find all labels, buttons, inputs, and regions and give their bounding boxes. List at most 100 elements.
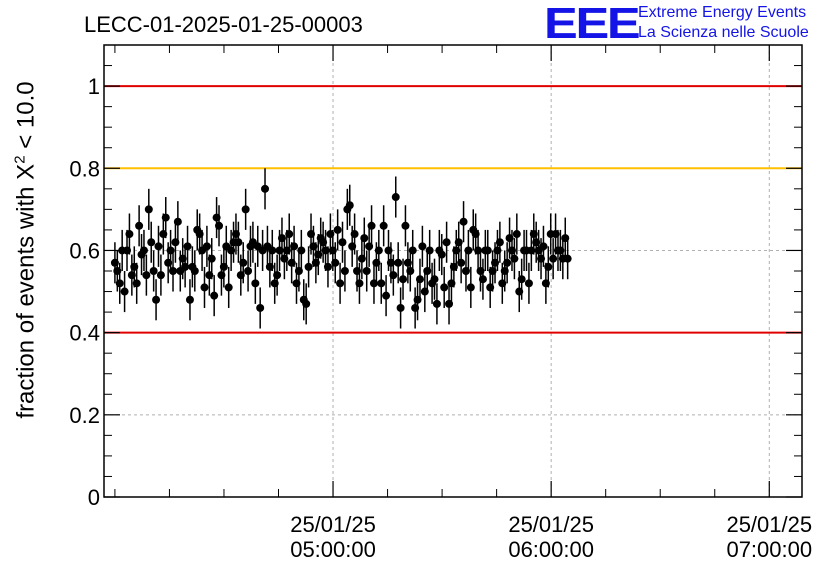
y-axis-label-superscript: 2 (11, 155, 29, 164)
data-point (483, 246, 492, 255)
logo-caption-line2: La Scienza nelle Scuole (638, 24, 809, 41)
data-point (442, 238, 451, 247)
data-point (273, 271, 282, 280)
y-tick-labels: 0 0.2 0.4 0.6 0.8 1 (69, 74, 100, 510)
data-point (142, 271, 151, 280)
data-point (360, 234, 369, 243)
y-axis-label: fraction of events with X2 < 10.0 (12, 81, 41, 418)
data-point (302, 299, 311, 308)
y-axis-label-prefix: fraction of events with X (12, 163, 40, 419)
data-point (251, 279, 260, 288)
data-point (256, 303, 265, 312)
eee-logo: EEE Extreme Energy Events La Scienza nel… (544, 2, 834, 46)
x-tick-label-time: 06:00:00 (508, 537, 594, 562)
reference-lines (104, 85, 802, 334)
data-point (503, 258, 512, 267)
data-point (379, 221, 388, 230)
data-point (350, 230, 359, 239)
data-point (394, 258, 403, 267)
data-point (290, 242, 299, 251)
data-point (285, 230, 294, 239)
data-point (304, 262, 313, 271)
data-point (362, 267, 371, 275)
data-point (120, 287, 129, 296)
data-point (154, 242, 163, 251)
data-point (202, 242, 211, 251)
data-point (437, 250, 446, 259)
data-point (333, 225, 342, 234)
data-point (173, 217, 182, 226)
data-point (241, 205, 250, 214)
x-tick-labels: 25/01/2505:00:0025/01/2506:00:0025/01/25… (290, 512, 812, 562)
y-tick-label: 0 (88, 485, 100, 510)
data-point (408, 246, 417, 255)
data-point (115, 279, 124, 288)
data-point (430, 275, 439, 284)
data-point (144, 205, 153, 214)
data-point (495, 238, 504, 247)
data-point (466, 283, 475, 292)
data-point (340, 267, 349, 275)
data-point (464, 246, 473, 255)
y-tick-label: 0.6 (69, 238, 100, 263)
data-point (415, 275, 424, 284)
data-point (190, 267, 199, 275)
data-point (207, 254, 216, 263)
data-point (510, 254, 519, 263)
data-point (169, 267, 178, 275)
data-point (478, 275, 487, 284)
data-point (336, 279, 345, 288)
data-point (549, 254, 558, 263)
data-point (183, 242, 192, 251)
data-point (135, 221, 144, 230)
data-point (149, 267, 158, 275)
chart-title: LECC-01-2025-01-25-00003 (84, 12, 363, 37)
x-tick-label-date: 25/01/25 (726, 512, 812, 537)
data-point (389, 271, 398, 280)
data-point (539, 242, 548, 251)
x-tick-label-time: 05:00:00 (290, 537, 376, 562)
data-point (399, 275, 408, 284)
data-point (297, 246, 306, 255)
data-point (367, 221, 376, 230)
data-point (152, 295, 161, 304)
data-point (338, 238, 347, 247)
data-point (156, 271, 165, 280)
data-point (224, 283, 233, 292)
data-point (345, 201, 354, 210)
data-point (544, 262, 553, 271)
data-point (512, 230, 521, 239)
x-tick-label-date: 25/01/25 (290, 512, 376, 537)
data-point (323, 262, 332, 271)
data-point (331, 258, 340, 267)
eee-logo-mark: EEE (544, 0, 641, 48)
data-point (244, 267, 253, 275)
data-point (517, 275, 526, 284)
data-point (215, 221, 224, 230)
data-point (563, 254, 572, 263)
data-point (374, 246, 383, 255)
data-point (161, 213, 170, 222)
data-point (210, 291, 219, 300)
y-tick-label: 0.8 (69, 156, 100, 181)
y-axis-label-container: fraction of events with X2 < 10.0 (6, 40, 46, 460)
data-point (524, 279, 533, 288)
data-point (132, 279, 141, 288)
x-tick-label-date: 25/01/25 (508, 512, 594, 537)
axis-ticks (104, 44, 802, 498)
data-points (110, 168, 572, 329)
data-point (139, 246, 148, 255)
data-point (147, 238, 156, 247)
y-tick-label: 0.4 (69, 321, 100, 346)
data-point (401, 221, 410, 230)
y-tick-label: 0.2 (69, 403, 100, 428)
data-point (432, 299, 441, 308)
data-point (239, 258, 248, 267)
data-point (200, 283, 209, 292)
data-point (425, 246, 434, 255)
y-tick-label: 1 (88, 74, 100, 99)
data-point (457, 258, 466, 267)
data-point (355, 279, 364, 288)
y-axis-label-suffix: < 10.0 (12, 81, 40, 156)
